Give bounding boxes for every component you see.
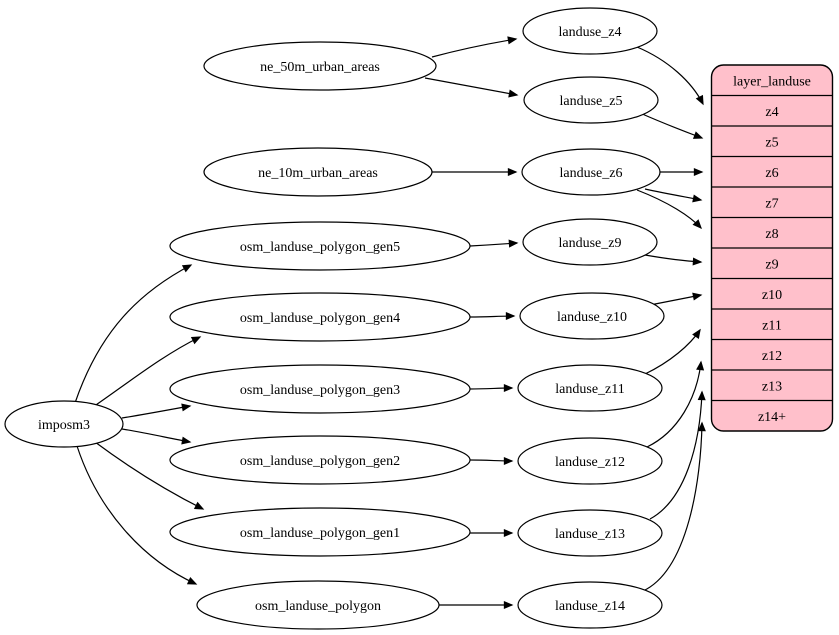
landuse-z5-ellipse bbox=[523, 76, 659, 124]
table-row-z13: z13 bbox=[762, 380, 782, 395]
node-osm-landuse-polygon-gen5: osm_landuse_polygon_gen5 bbox=[169, 221, 471, 271]
node-landuse-z6: landuse_z6 bbox=[521, 148, 661, 196]
node-landuse-z11: landuse_z11 bbox=[517, 364, 663, 412]
layer-landuse-title: layer_landuse bbox=[733, 75, 811, 90]
ne-50m-urban-areas-ellipse bbox=[203, 41, 437, 91]
node-ne-10m-urban-areas: ne_10m_urban_areas bbox=[203, 147, 433, 197]
edge-osm-landuse-polygon-gen5-to-landuse-z9 bbox=[469, 239, 519, 248]
node-landuse-z10: landuse_z10 bbox=[519, 292, 665, 340]
osm-landuse-polygon-gen5-ellipse bbox=[169, 221, 471, 271]
landuse-z11-label: landuse_z11 bbox=[555, 382, 624, 397]
landuse-z13-ellipse bbox=[517, 509, 663, 557]
osm-landuse-polygon-gen1-ellipse bbox=[169, 507, 471, 557]
landuse-z9-label: landuse_z9 bbox=[559, 236, 622, 251]
edge-landuse-z10-to-row-z10 bbox=[649, 292, 703, 306]
osm-landuse-polygon-gen5-label: osm_landuse_polygon_gen5 bbox=[240, 240, 400, 255]
edge-landuse-z11-to-row-z11 bbox=[644, 328, 701, 375]
edge-imposm3-to-osm-landuse-polygon-gen3 bbox=[121, 403, 192, 419]
table-row-z12: z12 bbox=[762, 349, 782, 364]
node-landuse-z12: landuse_z12 bbox=[517, 437, 663, 485]
landuse-z13-label: landuse_z13 bbox=[555, 527, 625, 542]
table-row-z4: z4 bbox=[765, 105, 778, 120]
osm-landuse-polygon-ellipse bbox=[196, 580, 440, 630]
edge-landuse-z14-to-row-z14plus bbox=[642, 421, 706, 592]
node-imposm3: imposm3 bbox=[4, 400, 124, 448]
node-landuse-z9: landuse_z9 bbox=[522, 218, 658, 266]
edge-osm-landuse-polygon-gen3-to-landuse-z11 bbox=[469, 383, 514, 393]
node-landuse-z14: landuse_z14 bbox=[517, 581, 663, 629]
osm-landuse-polygon-gen1-label: osm_landuse_polygon_gen1 bbox=[240, 526, 400, 541]
edge-imposm3-to-osm-landuse-polygon-gen2 bbox=[121, 428, 192, 445]
node-landuse-z5: landuse_z5 bbox=[523, 76, 659, 124]
edge-landuse-z5-to-row-z5 bbox=[639, 112, 704, 139]
node-osm-landuse-polygon-gen3: osm_landuse_polygon_gen3 bbox=[169, 364, 471, 414]
table-row-z9: z9 bbox=[765, 258, 778, 273]
landuse-z6-ellipse bbox=[521, 148, 661, 196]
landuse-z10-ellipse bbox=[519, 292, 665, 340]
node-osm-landuse-polygon-gen1: osm_landuse_polygon_gen1 bbox=[169, 507, 471, 557]
edge-landuse-z6-to-row-z8 bbox=[636, 189, 702, 230]
edge-imposm3-to-osm-landuse-polygon-gen5 bbox=[74, 264, 193, 404]
osm-landuse-polygon-gen2-ellipse bbox=[169, 435, 471, 485]
landuse-z11-ellipse bbox=[517, 364, 663, 412]
table-row-z5: z5 bbox=[765, 136, 778, 151]
edge-landuse-z12-to-row-z12 bbox=[646, 360, 705, 448]
table-row-z7: z7 bbox=[765, 197, 778, 212]
landuse-z9-ellipse bbox=[522, 218, 658, 266]
imposm3-ellipse bbox=[4, 400, 124, 448]
landuse-z12-ellipse bbox=[517, 437, 663, 485]
edge-osm-landuse-polygon-gen4-to-landuse-z10 bbox=[469, 311, 516, 321]
osm-landuse-polygon-gen3-ellipse bbox=[169, 364, 471, 414]
ne-50m-urban-areas-label: ne_50m_urban_areas bbox=[260, 60, 380, 75]
edge-imposm3-to-osm-landuse-polygon-gen4 bbox=[92, 336, 202, 408]
landuse-z4-label: landuse_z4 bbox=[559, 25, 622, 40]
edge-landuse-z13-to-row-z13 bbox=[649, 390, 706, 520]
edge-ne-50m-urban-areas-to-landuse-z4 bbox=[431, 36, 518, 58]
table-row-z11: z11 bbox=[762, 319, 782, 334]
nodes-layer: imposm3 ne_50m_urban_areas ne_10m_urban_… bbox=[4, 7, 665, 630]
landuse-z12-label: landuse_z12 bbox=[555, 455, 625, 470]
osm-landuse-polygon-gen4-ellipse bbox=[169, 292, 471, 342]
edge-landuse-z6-to-row-z7 bbox=[644, 188, 703, 203]
edge-imposm3-to-osm-landuse-polygon-gen1 bbox=[94, 441, 205, 510]
edge-landuse-z9-to-row-z9 bbox=[644, 254, 703, 266]
landuse-z14-label: landuse_z14 bbox=[555, 599, 625, 614]
edge-osm-landuse-polygon-gen2-to-landuse-z12 bbox=[469, 456, 514, 466]
node-landuse-z13: landuse_z13 bbox=[517, 509, 663, 557]
osm-landuse-polygon-gen2-label: osm_landuse_polygon_gen2 bbox=[240, 454, 400, 469]
landuse-z10-label: landuse_z10 bbox=[557, 310, 627, 325]
edge-landuse-z4-to-row-z4 bbox=[636, 46, 704, 106]
node-ne-50m-urban-areas: ne_50m_urban_areas bbox=[203, 41, 437, 91]
table-row-z10: z10 bbox=[762, 288, 782, 303]
layer-landuse-table: layer_landuse z4 z5 z6 z7 z8 z9 z10 z11 … bbox=[710, 64, 834, 432]
landuse-z5-label: landuse_z5 bbox=[560, 94, 623, 109]
osm-landuse-polygon-gen4-label: osm_landuse_polygon_gen4 bbox=[240, 311, 400, 326]
table-row-z14plus: z14+ bbox=[758, 410, 786, 425]
landuse-z14-ellipse bbox=[517, 581, 663, 629]
landuse-z6-label: landuse_z6 bbox=[560, 166, 623, 181]
ne-10m-urban-areas-label: ne_10m_urban_areas bbox=[258, 166, 378, 181]
edge-ne-50m-urban-areas-to-landuse-z5 bbox=[424, 77, 519, 98]
node-landuse-z4: landuse_z4 bbox=[522, 7, 658, 55]
node-osm-landuse-polygon: osm_landuse_polygon bbox=[196, 580, 440, 630]
osm-landuse-polygon-gen3-label: osm_landuse_polygon_gen3 bbox=[240, 383, 400, 398]
edge-imposm3-to-osm-landuse-polygon bbox=[76, 445, 198, 585]
osm-landuse-polygon-label: osm_landuse_polygon bbox=[255, 599, 381, 614]
imposm3-label: imposm3 bbox=[38, 418, 90, 433]
landuse-z4-ellipse bbox=[522, 7, 658, 55]
table-row-z8: z8 bbox=[765, 227, 778, 242]
ne-10m-urban-areas-ellipse bbox=[203, 147, 433, 197]
node-osm-landuse-polygon-gen4: osm_landuse_polygon_gen4 bbox=[169, 292, 471, 342]
edges-layer bbox=[74, 36, 706, 610]
table-row-z6: z6 bbox=[765, 166, 778, 181]
node-osm-landuse-polygon-gen2: osm_landuse_polygon_gen2 bbox=[169, 435, 471, 485]
